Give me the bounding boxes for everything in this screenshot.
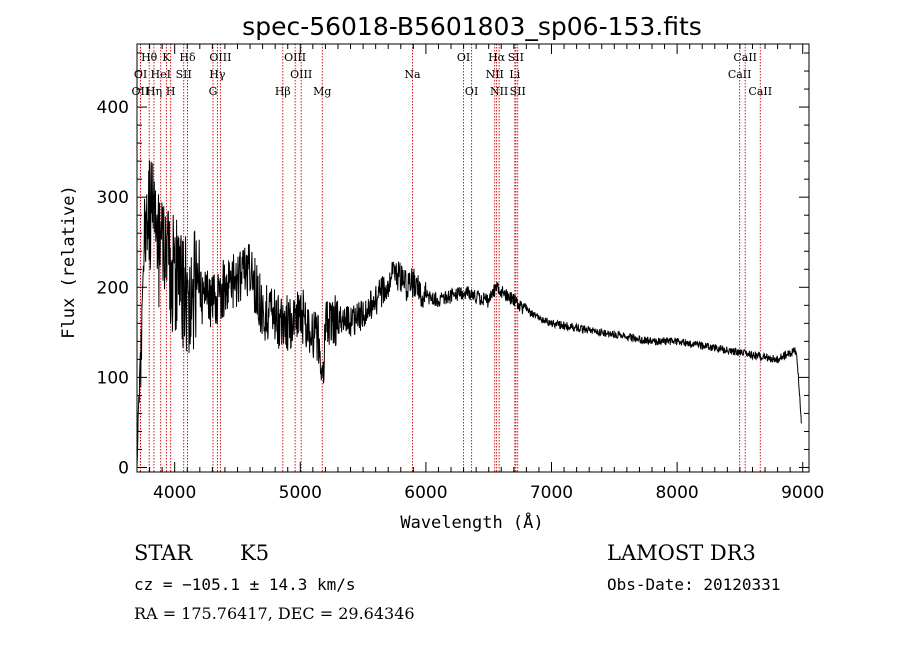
x-axis: 4000 5000 6000 7000 8000 9000 <box>149 44 824 503</box>
redshift-velocity: cz = −105.1 ± 14.3 km/s <box>134 575 356 594</box>
x-tick-label-4: 8000 <box>655 483 698 503</box>
line-label-27: CaII <box>748 85 772 98</box>
series-group <box>136 160 802 468</box>
x-tick-label-2: 6000 <box>404 483 447 503</box>
object-class: STAR <box>134 541 193 565</box>
x-axis-label: Wavelength (Å) <box>400 511 543 533</box>
x-tick-label-5: 9000 <box>781 483 824 503</box>
line-label-15: NII <box>486 68 504 81</box>
coordinates: RA = 175.76417, DEC = 29.64346 <box>134 604 415 623</box>
line-label-6: Hα <box>488 51 506 64</box>
line-label-1: K <box>162 51 171 64</box>
line-label-0: Hθ <box>141 51 158 64</box>
spectrum-line <box>136 160 802 468</box>
line-label-2: Hδ <box>179 51 196 64</box>
line-label-3: OIII <box>209 51 231 64</box>
plot-frame <box>136 43 810 473</box>
y-axis-label: Flux (relative) <box>59 185 79 339</box>
y-tick-label-3: 300 <box>97 188 129 208</box>
line-label-24: OI <box>465 85 478 98</box>
line-label-16: Li <box>509 68 520 81</box>
line-label-26: SII <box>510 85 526 98</box>
observation-date: Obs-Date: 20120331 <box>607 575 780 594</box>
y-tick-label-2: 200 <box>97 278 129 298</box>
line-label-7: SII <box>508 51 524 64</box>
line-label-12: Hγ <box>209 68 226 81</box>
line-label-25: NII <box>490 85 508 98</box>
line-label-8: CaII <box>733 51 757 64</box>
spectral-line-markers <box>139 44 761 472</box>
line-label-11: SII <box>176 68 192 81</box>
line-label-9: OI <box>134 68 147 81</box>
line-label-4: OIII <box>284 51 306 64</box>
line-label-23: Mg <box>313 85 331 98</box>
chart-title: spec-56018-B5601803_sp06-153.fits <box>242 12 702 41</box>
line-label-5: OI <box>457 51 470 64</box>
y-tick-label-4: 400 <box>97 98 129 118</box>
line-label-19: Hη <box>146 85 162 98</box>
survey-name: LAMOST DR3 <box>607 541 756 565</box>
x-tick-label-0: 4000 <box>153 483 196 503</box>
line-label-20: H <box>166 85 176 98</box>
line-label-18: OII <box>132 85 150 98</box>
x-tick-label-3: 7000 <box>530 483 573 503</box>
line-label-21: G <box>209 85 218 98</box>
y-tick-label-1: 100 <box>97 368 129 388</box>
x-tick-label-1: 5000 <box>279 483 322 503</box>
line-label-14: Na <box>404 68 421 81</box>
line-label-22: Hβ <box>275 85 291 98</box>
y-tick-label-0: 0 <box>118 458 129 478</box>
y-axis: 0 100 200 300 400 <box>97 52 809 478</box>
object-subclass: K5 <box>240 541 269 565</box>
line-label-10: HeI <box>151 68 171 81</box>
line-label-13: OIII <box>290 68 312 81</box>
line-label-17: CaII <box>728 68 752 81</box>
